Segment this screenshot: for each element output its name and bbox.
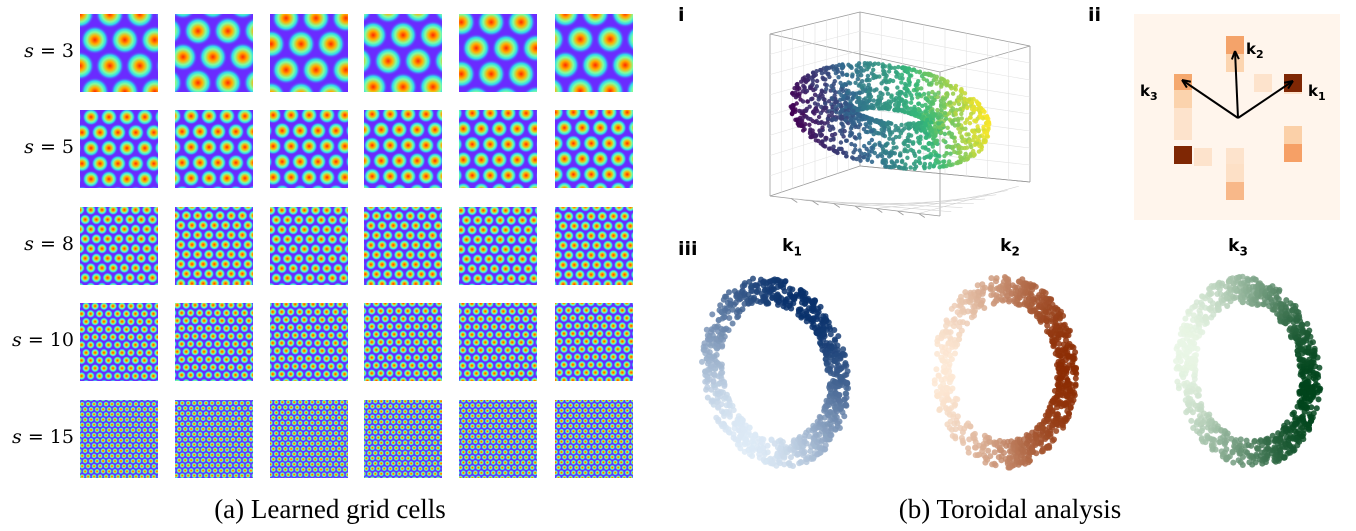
grid-cell-map — [555, 400, 633, 478]
torus-points — [788, 61, 992, 171]
grid-cell-map — [364, 400, 442, 478]
grid-cell-map — [175, 400, 253, 478]
ring-k3-label: k3 — [1228, 236, 1248, 259]
grid-cell-map — [459, 400, 537, 478]
grid-cell-map — [459, 207, 537, 285]
grid-cell-map — [270, 400, 348, 478]
scale-label-8: s = 8 — [24, 233, 74, 255]
grid-cell-map — [555, 110, 633, 188]
ring-k1-label: k1 — [782, 236, 802, 259]
grid-cell-map — [555, 14, 633, 92]
grid-cell-map — [270, 303, 348, 381]
grid-cell-map — [459, 303, 537, 381]
grid-cell-map — [175, 14, 253, 92]
grid-cell-map — [80, 207, 158, 285]
scale-label-10: s = 10 — [12, 329, 74, 351]
grid-cell-map — [270, 207, 348, 285]
grid-cell-map — [80, 303, 158, 381]
grid-cell-map — [80, 110, 158, 188]
grid-cell-map — [175, 207, 253, 285]
grid-cell-map — [459, 14, 537, 92]
grid-cell-map — [270, 14, 348, 92]
scale-label-15: s = 15 — [12, 426, 74, 448]
grid-cell-map — [364, 207, 442, 285]
grid-cell-map — [270, 110, 348, 188]
toroidal-analysis-caption: (b) Toroidal analysis — [898, 494, 1122, 524]
grid-cell-map — [459, 110, 537, 188]
learned-grid-cells-panel: s = 3 s = 5 s = 8 s = 10 s = 15 — [0, 0, 660, 531]
grid-cell-map — [80, 400, 158, 478]
grid-cell-map — [364, 14, 442, 92]
grid-cell-map — [555, 207, 633, 285]
grid-cell-map — [175, 110, 253, 188]
panel-i-label: i — [678, 4, 685, 26]
ring-k3-scatter — [1173, 273, 1324, 468]
grid-cells-caption: (a) Learned grid cells — [214, 494, 446, 524]
grid-cell-map — [80, 14, 158, 92]
ring-points — [699, 275, 851, 469]
ring-points — [1173, 273, 1324, 468]
panel-ii-label: ii — [1088, 4, 1102, 26]
scale-label-5: s = 5 — [24, 136, 74, 158]
panel-iii-label: iii — [678, 238, 698, 260]
grid-cell-map — [364, 303, 442, 381]
ring-k1-scatter — [699, 275, 851, 469]
grid-cell-map — [175, 303, 253, 381]
torus-3d-scatter — [769, 11, 1031, 218]
grid-cell-map — [555, 303, 633, 381]
grid-cell-map — [364, 110, 442, 188]
scale-label-3: s = 3 — [24, 40, 74, 62]
ring-k2-scatter — [931, 274, 1080, 471]
ring-k2-label: k2 — [1000, 236, 1020, 259]
ring-points — [931, 274, 1080, 471]
